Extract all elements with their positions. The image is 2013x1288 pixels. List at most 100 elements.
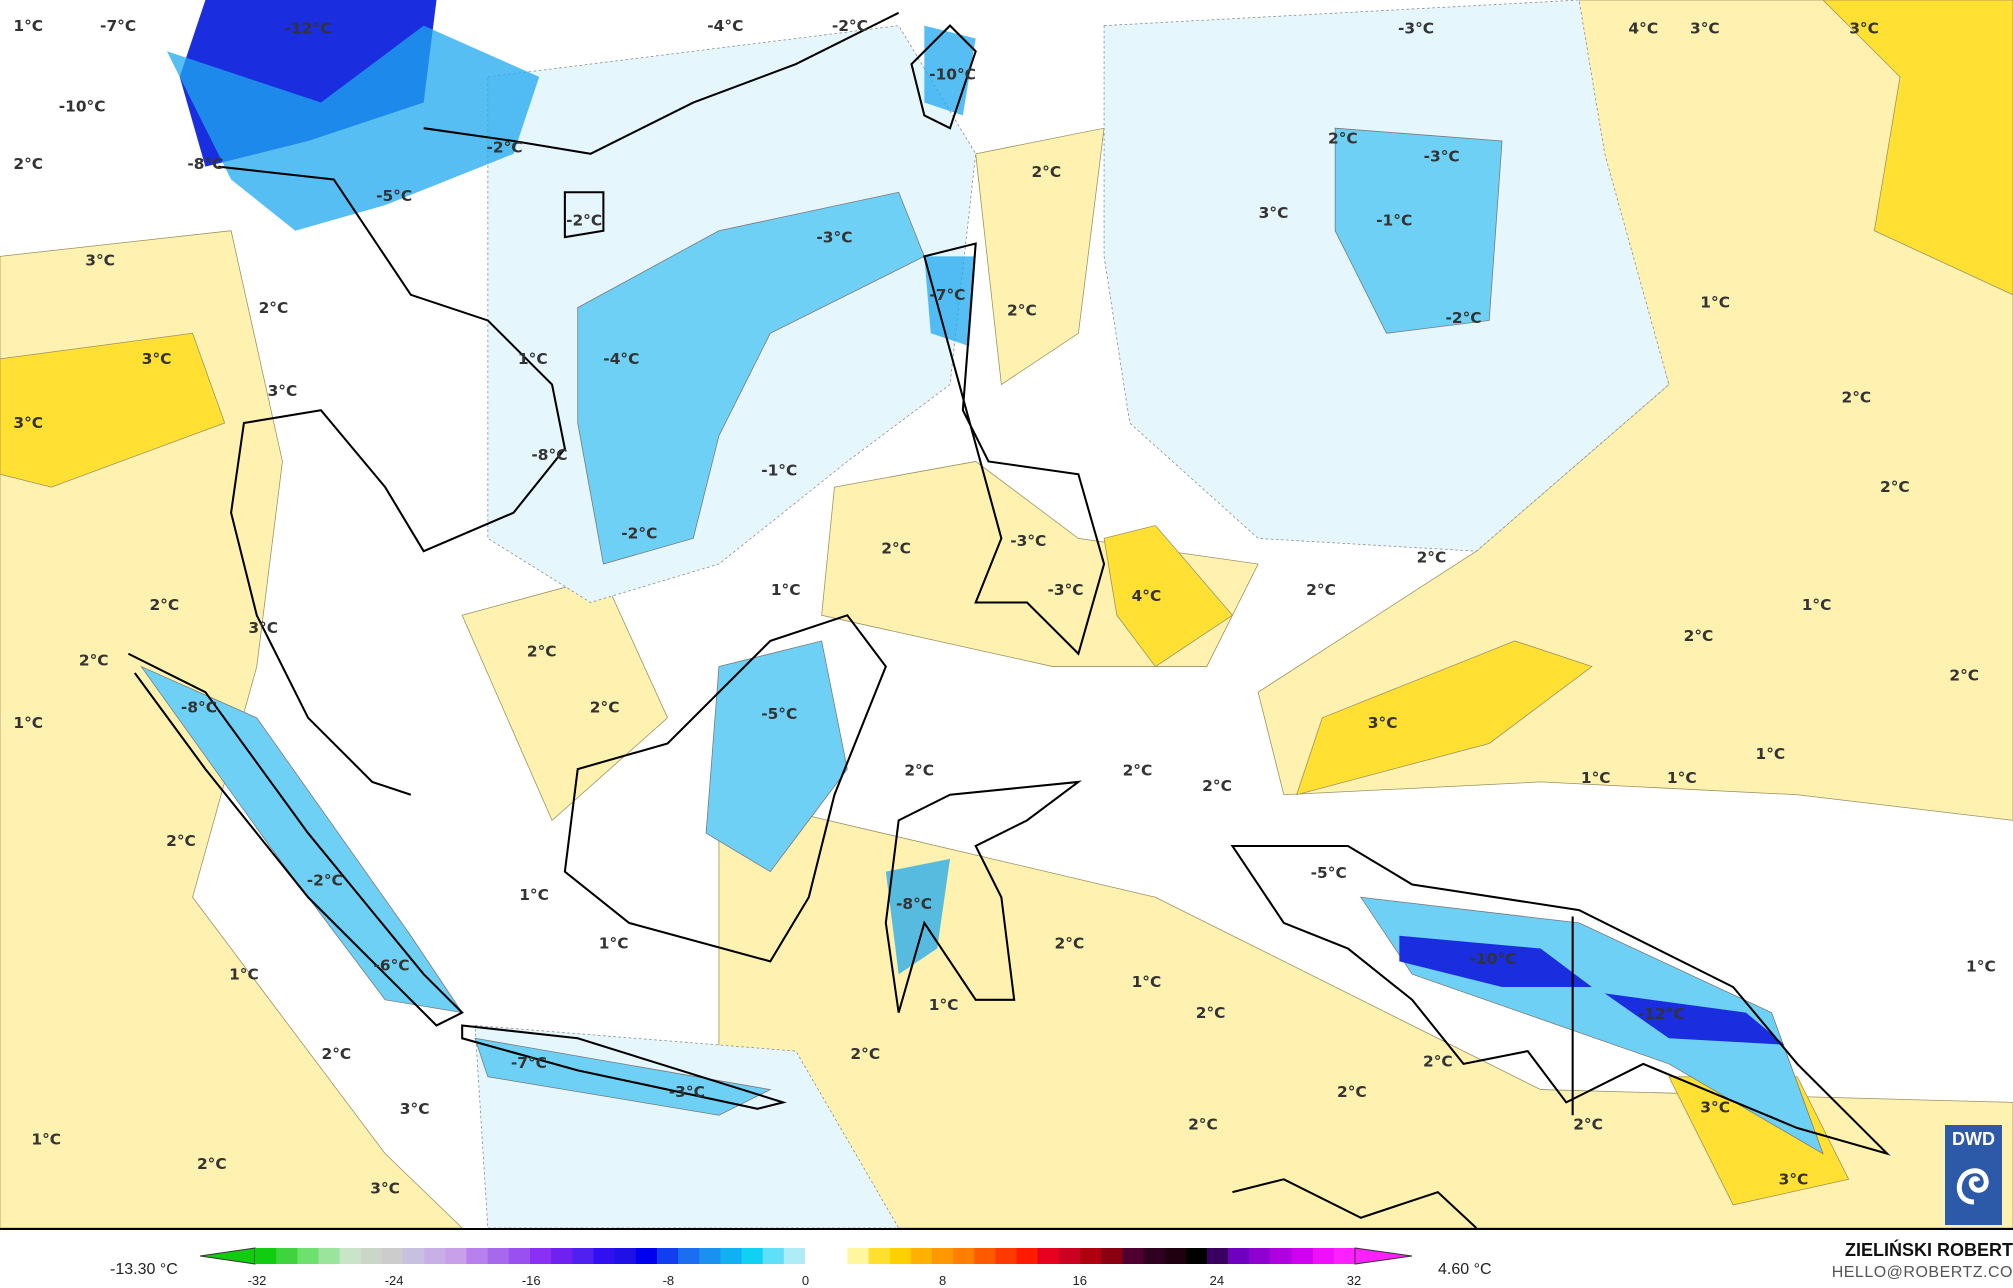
contour-label: 1°C: [31, 1131, 61, 1149]
contour-label: 1°C: [929, 996, 959, 1014]
colorbar-segment: [255, 1248, 277, 1264]
colorbar-tick-label: -24: [384, 1273, 404, 1288]
colorbar-segment: [508, 1248, 531, 1264]
contour-label: -7°C: [929, 286, 965, 304]
contour-label: 2°C: [149, 596, 179, 614]
contour-label: 2°C: [1196, 1004, 1226, 1022]
colorbar-segment: [614, 1248, 637, 1264]
colorbar-segment: [1037, 1248, 1060, 1264]
colorbar-segment: [953, 1248, 975, 1264]
colorbar-segment: [678, 1248, 700, 1264]
contour-label: 2°C: [1007, 301, 1037, 319]
contour-label: -12°C: [285, 19, 332, 37]
contour-label: -8°C: [531, 446, 567, 464]
colorbar-segment: [762, 1248, 785, 1264]
colorbar-segment: [931, 1248, 954, 1264]
colder-areas: [166, 25, 976, 975]
contour-label: -7°C: [511, 1054, 547, 1072]
colorbar-segment: [974, 1248, 996, 1264]
coastlines: [127, 11, 1891, 1228]
colorbar-tick-label: -32: [247, 1273, 267, 1288]
contour-label: -1°C: [1376, 212, 1412, 230]
contour-label: 2°C: [1842, 389, 1872, 407]
colorbar-segment: [593, 1248, 616, 1264]
contour-label: 1°C: [1132, 973, 1162, 991]
colorbar-segment: [889, 1248, 912, 1264]
colorbar-segment: [868, 1248, 891, 1264]
contour-label: 2°C: [1188, 1115, 1218, 1133]
contour-label: 1°C: [519, 886, 549, 904]
colorbar-min-arrow: [200, 1247, 256, 1265]
contour-label: -2°C: [307, 872, 343, 890]
colorbar-segment: [910, 1248, 933, 1264]
contour-label: 3°C: [13, 414, 43, 432]
contour-labels: 1°C -7°C -12°C -4°C -2°C -3°C 4°C 3°C 3°C -10°C -1…: [13, 17, 1995, 1198]
contour-label: 2°C: [1949, 667, 1979, 685]
colorbar-segment: [1016, 1248, 1039, 1264]
colorbar-max-arrow: [1354, 1247, 1412, 1265]
contour-label: 3°C: [1690, 19, 1720, 37]
colorbar-tick-label: -8: [662, 1273, 675, 1288]
colorbar-tick-label: 8: [939, 1273, 947, 1288]
contour-label: 2°C: [1880, 478, 1910, 496]
contour-label: 1°C: [13, 714, 43, 732]
contour-label: 2°C: [322, 1045, 352, 1063]
map-canvas: 1°C -7°C -12°C -4°C -2°C -3°C 4°C 3°C 3°C -10°C -1…: [0, 0, 2013, 1228]
contour-label: -4°C: [603, 350, 639, 368]
contour-label: 4°C: [1628, 19, 1658, 37]
contour-label: 2°C: [1328, 130, 1358, 148]
contour-label: -2°C: [832, 17, 868, 35]
colorbar-segment: [572, 1248, 594, 1264]
contour-label: 3°C: [370, 1179, 400, 1197]
colorbar-segment: [424, 1248, 446, 1264]
colorbar-tick-label: 32: [1346, 1273, 1362, 1288]
contour-label: 3°C: [400, 1100, 430, 1118]
contour-label: 2°C: [1573, 1115, 1603, 1133]
contour-label: 3°C: [1779, 1170, 1809, 1188]
contour-label: 2°C: [590, 699, 620, 717]
contour-label: 3°C: [1700, 1099, 1730, 1117]
colorbar-segment: [403, 1248, 425, 1264]
colorbar-segment: [635, 1248, 658, 1264]
colorbar-segment: [1101, 1248, 1123, 1264]
contour-label: -3°C: [669, 1083, 705, 1101]
contour-label: 1°C: [13, 17, 43, 35]
contour-label: 1°C: [771, 581, 801, 599]
colorbar-segment: [995, 1248, 1018, 1264]
colorbar-segment: [381, 1248, 404, 1264]
contour-label: 2°C: [881, 540, 911, 558]
colorbar-segment: [1249, 1248, 1271, 1264]
colorbar-segment: [297, 1248, 319, 1264]
contour-label: 1°C: [1581, 769, 1611, 787]
max-value-label: 4.60 °C: [1438, 1261, 1492, 1278]
swirl-icon: [1956, 1168, 1989, 1205]
contour-label: -10°C: [929, 65, 976, 83]
contour-label: 3°C: [1368, 714, 1398, 732]
contour-label: -3°C: [1010, 532, 1046, 550]
contour-label: -5°C: [761, 705, 797, 723]
colorbar-segment: [656, 1248, 679, 1264]
contour-label: 2°C: [197, 1155, 227, 1173]
contour-label: -7°C: [100, 17, 136, 35]
colorbar-tick-label: 16: [1072, 1273, 1087, 1288]
author-name: ZIELIŃSKI ROBERT: [1844, 1240, 2013, 1260]
colorbar-tick-label: 24: [1209, 1273, 1225, 1288]
colorbar-segment: [741, 1248, 764, 1264]
dwd-logo: DWD: [1945, 1125, 2002, 1225]
colorbar-segment: [551, 1248, 573, 1264]
contour-label: 1°C: [599, 935, 629, 953]
colorbar-segment: [720, 1248, 743, 1264]
contour-label: 2°C: [1417, 549, 1447, 567]
contour-label: -10°C: [59, 98, 106, 116]
contour-label: -3°C: [1048, 581, 1084, 599]
contour-label: 2°C: [13, 155, 43, 173]
contour-label: 1°C: [1756, 745, 1786, 763]
contour-label: 2°C: [1123, 762, 1153, 780]
colorbar-segment: [1206, 1248, 1229, 1264]
contour-label: 2°C: [79, 651, 109, 669]
contour-label: -8°C: [181, 699, 217, 717]
colorbar-tick-label: -16: [521, 1273, 541, 1288]
colorbar-segment: [530, 1248, 552, 1264]
contour-label: -5°C: [1311, 864, 1347, 882]
contour-label: -2°C: [566, 212, 602, 230]
